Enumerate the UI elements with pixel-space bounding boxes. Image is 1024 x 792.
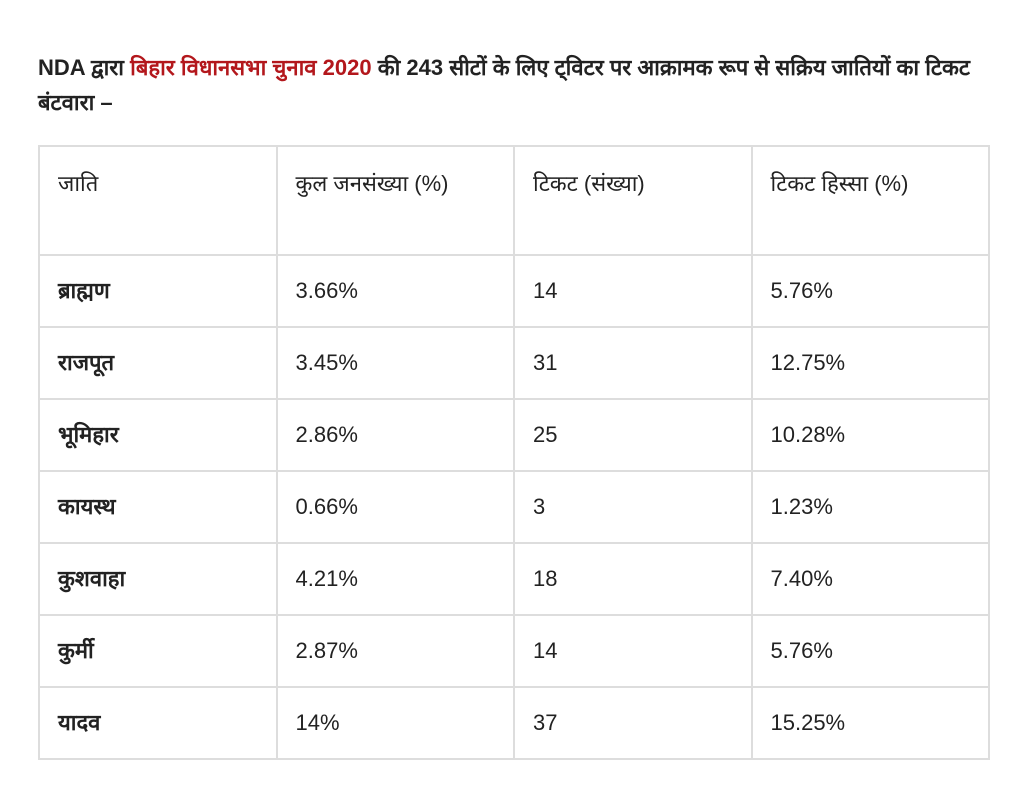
table-row: भूमिहार 2.86% 25 10.28% xyxy=(38,398,990,472)
table-cell: 0.66% xyxy=(275,470,515,544)
table-cell: 14 xyxy=(513,254,753,328)
table-row: कायस्थ 0.66% 3 1.23% xyxy=(38,470,990,544)
table-cell: 15.25% xyxy=(750,686,990,760)
title-highlight: बिहार विधानसभा चुनाव 2020 xyxy=(130,55,372,80)
table-row: ब्राह्मण 3.66% 14 5.76% xyxy=(38,254,990,328)
table-row: राजपूत 3.45% 31 12.75% xyxy=(38,326,990,400)
table-cell: भूमिहार xyxy=(38,398,278,472)
table-cell: यादव xyxy=(38,686,278,760)
table-cell: ब्राह्मण xyxy=(38,254,278,328)
table-cell: 3.45% xyxy=(275,326,515,400)
table-cell: 5.76% xyxy=(750,254,990,328)
table-cell: 25 xyxy=(513,398,753,472)
table-cell: 4.21% xyxy=(275,542,515,616)
table-cell: 14% xyxy=(275,686,515,760)
column-header: कुल जनसंख्या (%) xyxy=(275,145,515,256)
table-cell: कुशवाहा xyxy=(38,542,278,616)
table-body: ब्राह्मण 3.66% 14 5.76% राजपूत 3.45% 31 12.75% भ… xyxy=(38,254,990,760)
table-row: यादव 14% 37 15.25% xyxy=(38,686,990,760)
table-cell: 18 xyxy=(513,542,753,616)
table-cell: 14 xyxy=(513,614,753,688)
table: जाति कुल जनसंख्या (%) टिकट (संख्या) टिकट हि… xyxy=(38,145,990,760)
title: NDA द्वारा बिहार विधानसभा चुनाव 2020 की … xyxy=(38,50,988,120)
table-cell: 2.87% xyxy=(275,614,515,688)
table-cell: 5.76% xyxy=(750,614,990,688)
table-cell: 12.75% xyxy=(750,326,990,400)
table-cell: कायस्थ xyxy=(38,470,278,544)
table-row: कुर्मी 2.87% 14 5.76% xyxy=(38,614,990,688)
table-cell: 37 xyxy=(513,686,753,760)
table-cell: 10.28% xyxy=(750,398,990,472)
table-cell: 3 xyxy=(513,470,753,544)
table-cell: राजपूत xyxy=(38,326,278,400)
table-cell: 31 xyxy=(513,326,753,400)
table-row: कुशवाहा 4.21% 18 7.40% xyxy=(38,542,990,616)
table-cell: 3.66% xyxy=(275,254,515,328)
header-row: जाति कुल जनसंख्या (%) टिकट (संख्या) टिकट हि… xyxy=(38,145,990,256)
column-header: टिकट हिस्सा (%) xyxy=(750,145,990,256)
column-header: जाति xyxy=(38,145,278,256)
column-header: टिकट (संख्या) xyxy=(513,145,753,256)
title-part: NDA द्वारा xyxy=(38,55,125,80)
title-part: की 243 सीटों के लिए ट्विटर पर आक्रामक रू… xyxy=(38,55,970,115)
table-cell: 7.40% xyxy=(750,542,990,616)
table-cell: 1.23% xyxy=(750,470,990,544)
table-cell: कुर्मी xyxy=(38,614,278,688)
table-cell: 2.86% xyxy=(275,398,515,472)
